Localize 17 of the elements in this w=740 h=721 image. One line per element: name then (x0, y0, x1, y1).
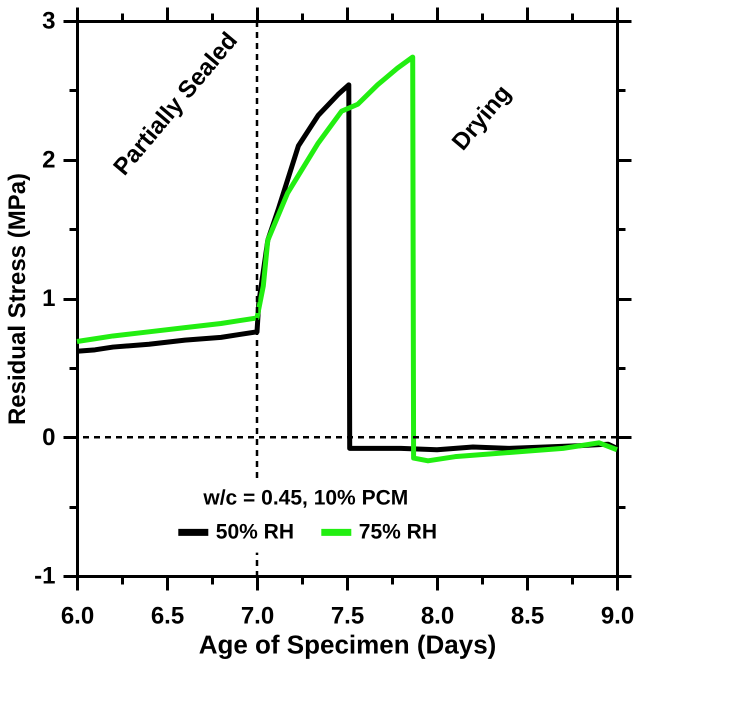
x-tick-label: 7.5 (330, 602, 364, 630)
legend-label: 50% RH (216, 520, 294, 544)
legend-title: w/c = 0.45, 10% PCM (202, 486, 408, 510)
y-tick-label: 2 (42, 146, 56, 174)
y-tick-label: -1 (34, 562, 56, 590)
y-axis-title: Residual Stress (MPa) (4, 172, 32, 426)
x-tick-label: 7.0 (240, 602, 274, 630)
x-tick-label: 8.5 (510, 602, 544, 630)
y-tick-label: 3 (42, 8, 56, 34)
x-tick-label: 6.5 (150, 602, 184, 630)
x-tick-label: 6.0 (60, 602, 94, 630)
y-tick-label: 0 (42, 424, 56, 451)
x-axis-title: Age of Specimen (Days) (198, 630, 496, 660)
x-tick-label: 9.0 (600, 602, 634, 630)
x-tick-label: 8.0 (420, 602, 454, 630)
y-tick-label: 1 (42, 285, 56, 312)
legend-label: 75% RH (358, 520, 438, 544)
